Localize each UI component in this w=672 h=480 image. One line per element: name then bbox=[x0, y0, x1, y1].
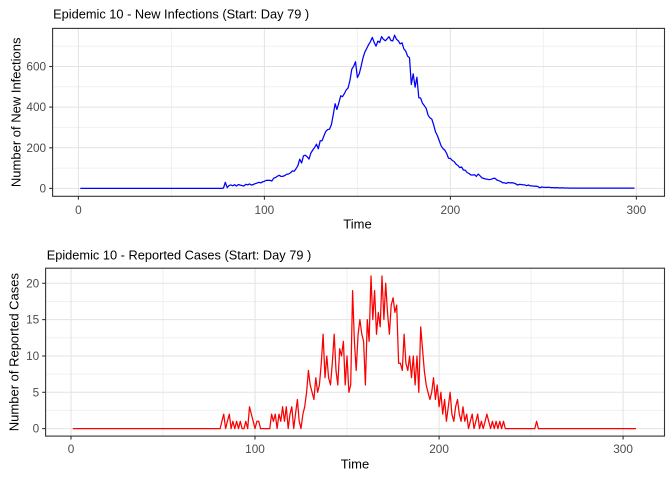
svg-text:200: 200 bbox=[26, 141, 46, 155]
svg-text:5: 5 bbox=[33, 385, 40, 399]
svg-text:300: 300 bbox=[613, 442, 633, 456]
svg-text:100: 100 bbox=[245, 442, 265, 456]
svg-text:Number of Reported Cases: Number of Reported Cases bbox=[6, 272, 21, 431]
svg-text:0: 0 bbox=[68, 442, 75, 456]
svg-text:200: 200 bbox=[429, 442, 449, 456]
svg-text:Epidemic 10 - Reported Cases (: Epidemic 10 - Reported Cases (Start: Day… bbox=[47, 247, 312, 262]
svg-text:600: 600 bbox=[26, 60, 46, 74]
svg-text:10: 10 bbox=[26, 349, 40, 363]
svg-text:Time: Time bbox=[343, 217, 371, 232]
svg-text:200: 200 bbox=[441, 203, 461, 217]
svg-text:300: 300 bbox=[627, 203, 647, 217]
svg-text:0: 0 bbox=[75, 203, 82, 217]
svg-text:100: 100 bbox=[255, 203, 275, 217]
svg-text:0: 0 bbox=[33, 422, 40, 436]
svg-text:Number of New Infections: Number of New Infections bbox=[9, 37, 24, 187]
svg-text:20: 20 bbox=[26, 276, 40, 290]
svg-text:Time: Time bbox=[341, 456, 369, 471]
svg-text:0: 0 bbox=[40, 181, 47, 195]
svg-text:Epidemic 10 - New Infections (: Epidemic 10 - New Infections (Start: Day… bbox=[53, 7, 309, 22]
svg-text:15: 15 bbox=[26, 313, 40, 327]
svg-text:400: 400 bbox=[26, 100, 46, 114]
